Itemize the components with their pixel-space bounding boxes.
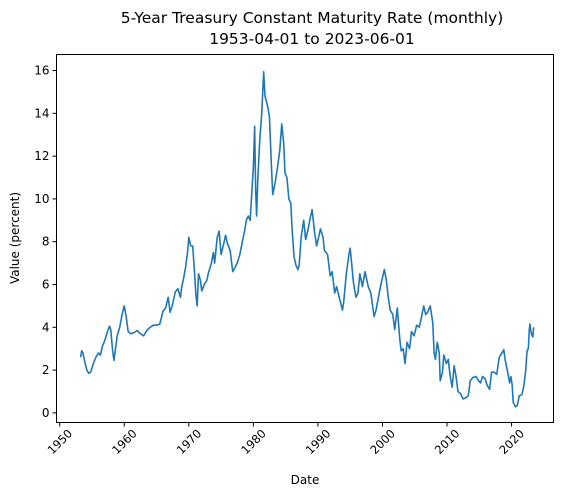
y-tick-label: 14 bbox=[34, 106, 49, 120]
x-tick-label: 1990 bbox=[303, 426, 334, 457]
x-axis-label: Date bbox=[291, 473, 320, 487]
y-tick-label: 6 bbox=[42, 278, 50, 292]
y-tick-label: 10 bbox=[34, 192, 49, 206]
y-axis: 0 2 4 6 8 10 12 14 16 bbox=[34, 64, 57, 420]
x-tick-label: 1970 bbox=[174, 426, 205, 457]
plot-area-frame bbox=[56, 54, 554, 423]
series-line bbox=[79, 70, 535, 408]
y-axis-label: Value (percent) bbox=[8, 192, 22, 284]
x-tick-label: 2020 bbox=[496, 426, 527, 457]
y-tick-label: 0 bbox=[42, 406, 50, 420]
x-tick-label: 1950 bbox=[45, 426, 76, 457]
x-axis: 1950 1960 1970 1980 1990 2000 2010 2020 bbox=[45, 422, 527, 457]
chart-title-line-2: 1953-04-01 to 2023-06-01 bbox=[209, 30, 415, 48]
x-tick-label: 1960 bbox=[109, 426, 140, 457]
y-tick-label: 16 bbox=[34, 64, 49, 78]
y-tick-label: 2 bbox=[42, 363, 50, 377]
chart-title-line-1: 5-Year Treasury Constant Maturity Rate (… bbox=[121, 9, 504, 27]
y-tick-label: 12 bbox=[34, 149, 49, 163]
y-tick-label: 8 bbox=[42, 235, 50, 249]
y-tick-label: 4 bbox=[42, 320, 50, 334]
x-tick-label: 1980 bbox=[238, 426, 269, 457]
x-tick-label: 2000 bbox=[367, 426, 398, 457]
x-tick-label: 2010 bbox=[432, 426, 463, 457]
